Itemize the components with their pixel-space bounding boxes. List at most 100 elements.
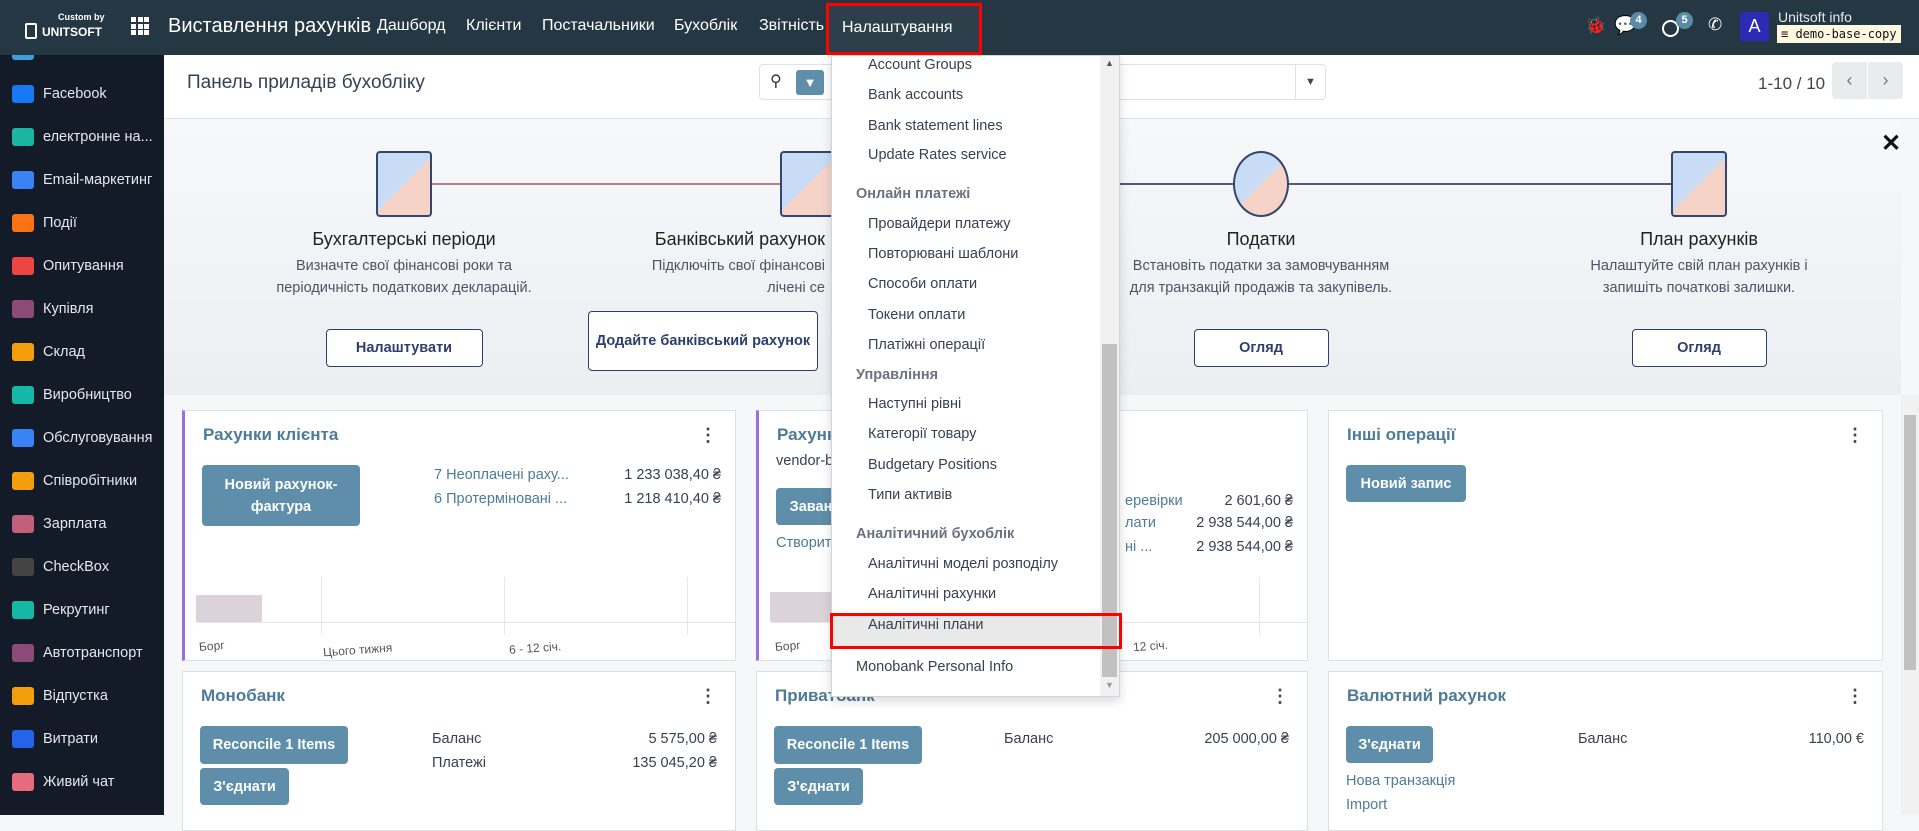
sidebar-app-item[interactable]: Купівля [0, 294, 164, 324]
connect-button[interactable]: З'єднати [774, 768, 863, 805]
close-banner-icon[interactable]: ✕ [1881, 130, 1902, 157]
sidebar-app-item[interactable]: CheckBox [0, 552, 164, 582]
to-validate-link[interactable]: еревірки [1125, 493, 1183, 509]
menu-item[interactable]: Аналітичні моделі розподілу [868, 556, 1059, 572]
menu-item[interactable]: Провайдери платежу [868, 216, 1011, 232]
menu-item[interactable]: Способи оплати [868, 276, 978, 293]
card-monobank: Монобанк ⋮ Reconcile 1 Items З'єднати Ба… [182, 671, 736, 831]
sidebar-app-item[interactable]: Автотранспорт [0, 638, 164, 668]
scrollbar-thumb[interactable] [1102, 344, 1117, 677]
step-action-button[interactable]: Додайте банківський рахунок [588, 311, 818, 371]
menu-item[interactable]: Account Groups [868, 57, 972, 73]
graph-bar-debt[interactable] [770, 592, 834, 622]
reconcile-button[interactable]: Reconcile 1 Items [200, 726, 348, 764]
menu-customers[interactable]: Клієнти [466, 17, 522, 34]
scroll-down-arrow-icon[interactable]: ▼ [1105, 680, 1114, 690]
dropdown-scrollbar[interactable]: ▲ ▼ [1100, 56, 1119, 696]
menu-settings[interactable]: Налаштування [842, 19, 953, 36]
new-transaction-link[interactable]: Нова транзакція [1346, 773, 1456, 789]
menu-item-analytic-plans[interactable]: Аналітичні плани [868, 616, 984, 633]
sidebar-app-item[interactable]: Витрати [0, 724, 164, 754]
import-link[interactable]: Import [1346, 797, 1388, 813]
step-title: План рахунків [1640, 229, 1758, 249]
sidebar-app-item[interactable]: Обслуговування [0, 423, 164, 453]
sidebar-app-item[interactable]: Живий чат [0, 767, 164, 797]
sidebar-app-item[interactable]: Facebook [0, 79, 164, 109]
scroll-up-arrow-icon[interactable]: ▲ [1105, 58, 1114, 68]
menu-reporting[interactable]: Звітність [759, 17, 825, 34]
menu-item[interactable]: Bank accounts [868, 87, 964, 103]
menu-vendors[interactable]: Постачальники [542, 17, 655, 34]
menu-item[interactable]: Update Rates service [868, 147, 1007, 163]
card-title[interactable]: Валютний рахунок [1347, 686, 1506, 705]
menu-item[interactable]: Bank statement lines [868, 118, 1003, 134]
sidebar-app-item[interactable]: Події [0, 208, 164, 238]
to-pay-link[interactable]: лати [1125, 515, 1156, 531]
sidebar-app-item[interactable]: електронне на... [0, 122, 164, 152]
sidebar-app-item[interactable]: Склад [0, 337, 164, 367]
reconcile-button[interactable]: Reconcile 1 Items [774, 726, 922, 764]
connect-button[interactable]: З'єднати [200, 768, 289, 805]
activities-badge: 5 [1676, 12, 1693, 29]
kebab-menu-icon[interactable]: ⋮ [1846, 686, 1864, 706]
scrollbar-thumb[interactable] [1904, 415, 1916, 670]
app-label: CheckBox [43, 559, 110, 575]
card-title[interactable]: Інші операції [1347, 425, 1456, 444]
menu-accounting[interactable]: Бухоблік [674, 17, 738, 34]
avatar[interactable]: A [1740, 12, 1769, 41]
page-scrollbar[interactable] [1901, 395, 1919, 815]
menu-settings-highlight[interactable]: Налаштування [826, 3, 982, 55]
to-validate-amount: 2 601,60 ₴ [1224, 493, 1293, 509]
overdue-invoices-link[interactable]: 6 Протерміновані ... [434, 491, 568, 507]
sidebar-app-item[interactable]: Рекрутинг [0, 595, 164, 625]
menu-dashboard[interactable]: Дашборд [377, 17, 446, 34]
app-title[interactable]: Виставлення рахунків [168, 15, 372, 37]
new-entry-button[interactable]: Новий запис [1346, 465, 1466, 502]
search-options-toggle[interactable]: ▼ [1295, 65, 1325, 99]
menu-item[interactable]: Типи активів [868, 486, 953, 503]
menu-item-monobank-info[interactable]: Monobank Personal Info [856, 659, 1014, 675]
phone-icon[interactable]: ✆ [1708, 15, 1723, 34]
step-action-button[interactable]: Огляд [1193, 329, 1329, 367]
overdue-bills-link[interactable]: ні ... [1125, 539, 1153, 555]
unpaid-invoices-link[interactable]: 7 Неоплачені раху... [434, 467, 569, 483]
pager-previous-button[interactable]: ‹ [1832, 62, 1867, 99]
new-invoice-button[interactable]: Новий рахунок-фактура [202, 465, 360, 526]
pager-next-button[interactable]: › [1868, 62, 1903, 99]
sidebar-app-item[interactable]: Зарплата [0, 509, 164, 539]
activity-clock-icon[interactable] [1662, 20, 1679, 37]
app-label: Email-маркетинг [43, 172, 153, 188]
app-icon [12, 601, 34, 619]
menu-item[interactable]: Budgetary Positions [868, 456, 997, 473]
create-manually-link[interactable]: Створит [776, 535, 832, 551]
kebab-menu-icon[interactable]: ⋮ [699, 686, 717, 706]
filter-facet-icon[interactable]: ▼ [796, 70, 824, 95]
apps-grid-icon[interactable] [131, 17, 149, 35]
menu-item[interactable]: Категорії товару [868, 426, 977, 443]
menu-item[interactable]: Платіжні операції [868, 336, 986, 353]
kebab-menu-icon[interactable]: ⋮ [1271, 686, 1289, 706]
sidebar-app-item[interactable]: Виробництво [0, 380, 164, 410]
card-title[interactable]: Рахунк [777, 425, 836, 444]
pager-value[interactable]: 1-10 / 10 [1758, 74, 1826, 93]
step-action-button[interactable]: Огляд [1631, 329, 1767, 367]
card-title[interactable]: Рахунки клієнта [203, 425, 339, 444]
sidebar-app-item[interactable]: Веб-сайт [0, 55, 164, 66]
user-name[interactable]: Unitsoft info [1778, 9, 1852, 25]
unitsoft-logo[interactable]: Custom by UNITSOFT [22, 9, 105, 47]
graph-bar-debt[interactable] [196, 595, 262, 622]
step-action-button[interactable]: Налаштувати [325, 329, 483, 367]
sidebar-app-item[interactable]: Email-маркетинг [0, 165, 164, 195]
debug-bug-icon[interactable]: 🐞 [1585, 16, 1607, 35]
kebab-menu-icon[interactable]: ⋮ [1846, 425, 1864, 445]
card-title[interactable]: Монобанк [201, 686, 285, 705]
kebab-menu-icon[interactable]: ⋮ [699, 425, 717, 445]
sidebar-app-item[interactable]: Опитування [0, 251, 164, 281]
menu-item[interactable]: Токени оплати [868, 306, 966, 323]
sidebar-app-item[interactable]: Співробітники [0, 466, 164, 496]
sidebar-app-item[interactable]: Відпустка [0, 681, 164, 711]
menu-item[interactable]: Наступні рівні [868, 396, 962, 412]
menu-item[interactable]: Аналітичні рахунки [868, 586, 997, 603]
connect-button[interactable]: З'єднати [1346, 726, 1433, 763]
menu-item[interactable]: Повторювані шаблони [868, 246, 1019, 263]
